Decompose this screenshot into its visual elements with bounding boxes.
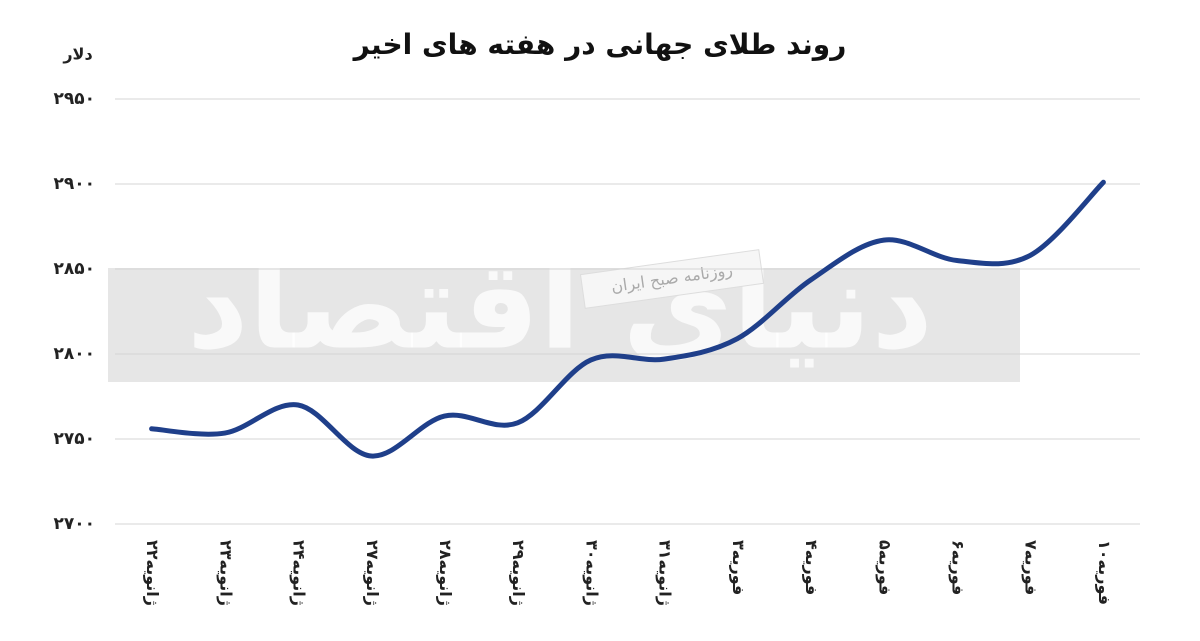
x-tick-label: ۷فوریه	[1022, 540, 1041, 595]
y-axis-label: دلار	[62, 45, 92, 64]
y-tick-label: ۲۹۰۰	[53, 174, 95, 194]
watermark-band	[108, 268, 1020, 382]
x-tick-label: ۶فوریه	[948, 540, 967, 595]
y-tick-label: ۲۸۵۰	[53, 259, 95, 279]
x-tick-label: ۴فوریه	[802, 540, 821, 595]
y-tick-label: ۲۷۵۰	[53, 429, 95, 449]
x-tick-label: ۲۹ژانویه	[509, 540, 528, 606]
x-tick-label: ۲۳ژانویه	[216, 540, 235, 606]
y-tick-label: ۲۸۰۰	[53, 344, 95, 364]
watermark: دنیای اقتصاد	[187, 238, 933, 377]
x-tick-label: ۲۸ژانویه	[436, 540, 455, 606]
x-tick-label: ۳۰ژانویه	[582, 540, 601, 606]
x-tick-label: ۲۷ژانویه	[363, 540, 382, 606]
x-tick-label: ۳۱ژانویه	[656, 540, 675, 606]
chart-title: روند طلای جهانی در هفته های اخیر	[352, 28, 847, 61]
x-tick-label: ۲۴ژانویه	[290, 540, 309, 606]
line	[149, 179, 1106, 459]
x-tick-label: ۱۰فوریه	[1095, 540, 1114, 605]
watermark-tag	[579, 249, 765, 309]
y-tick-label: ۲۹۵۰	[53, 89, 95, 109]
x-tick-label: ۲۲ژانویه	[143, 540, 162, 606]
x-tick-label: ۳فوریه	[729, 540, 748, 595]
y-tick-label: ۲۷۰۰	[53, 514, 95, 534]
x-tick-label: ۵فوریه	[875, 540, 894, 595]
